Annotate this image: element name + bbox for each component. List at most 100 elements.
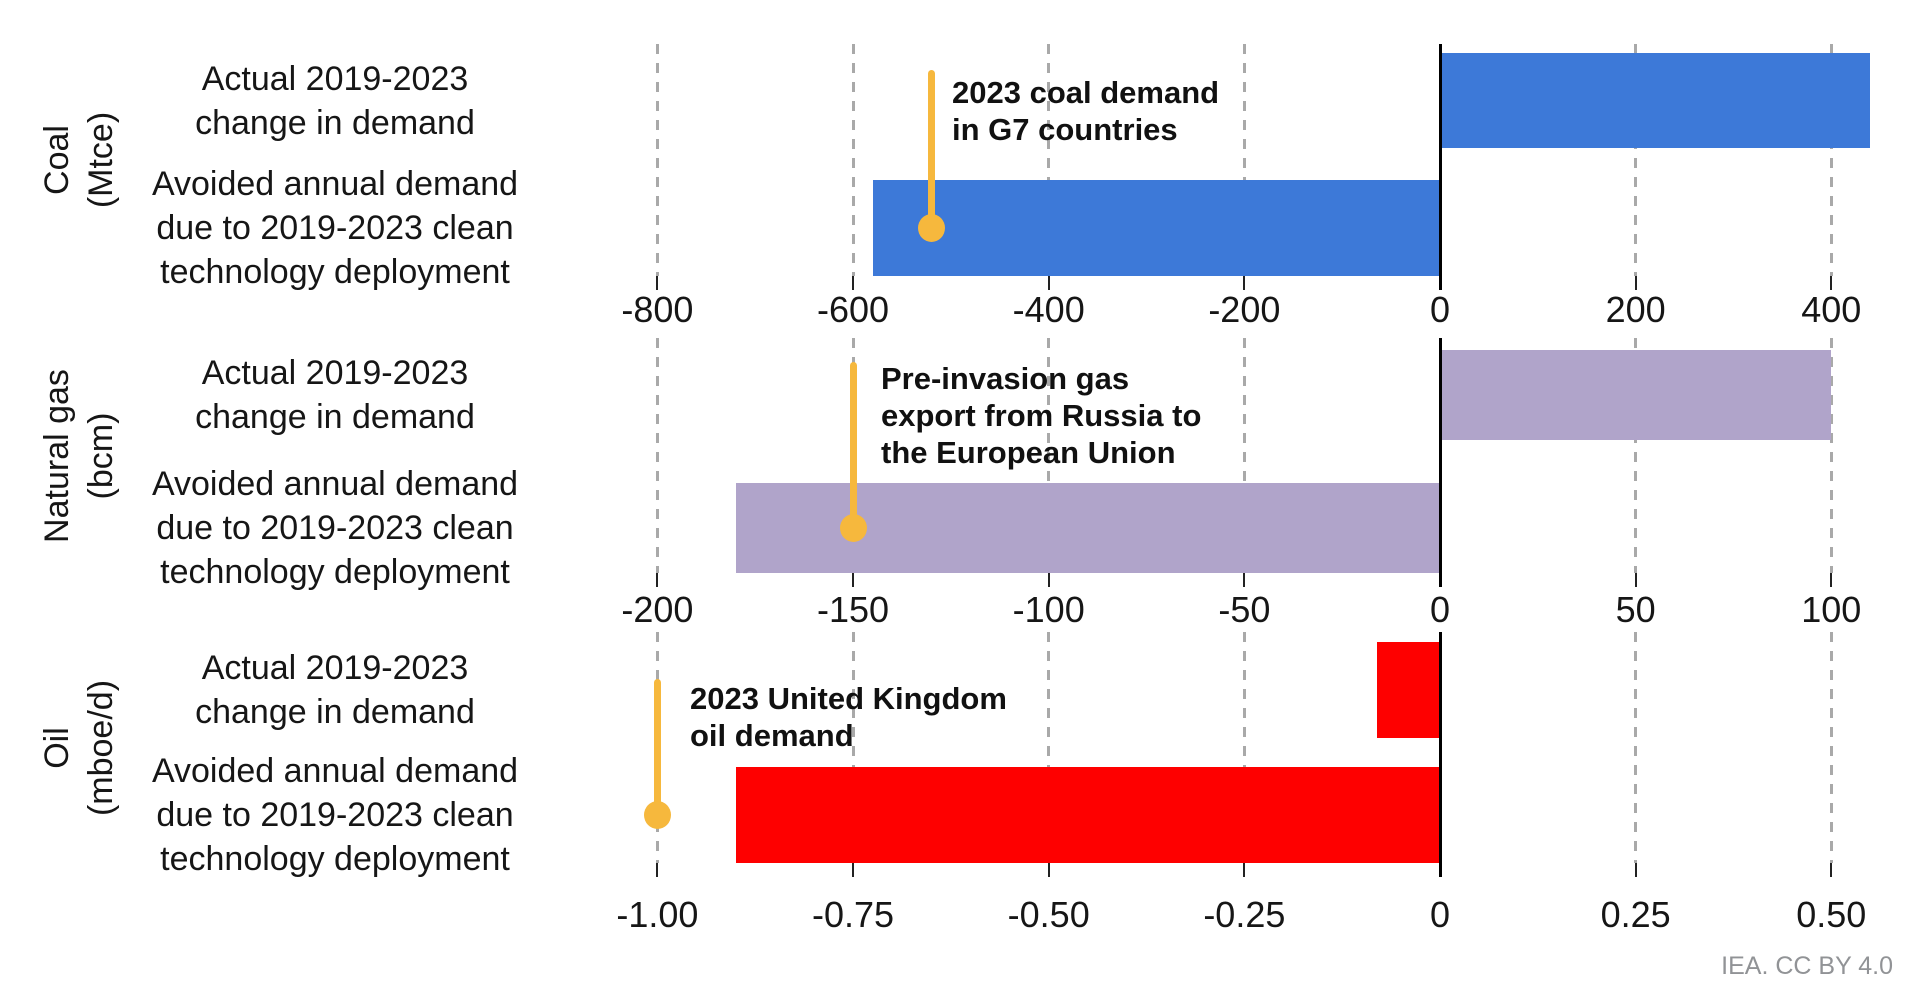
group-label-line: Oil — [38, 726, 76, 769]
gridline — [1242, 44, 1246, 276]
tick-label: 100 — [1801, 589, 1862, 630]
tick-label: -0.75 — [812, 894, 895, 935]
row-label-line: Avoided annual demand — [151, 165, 519, 203]
tick-mark — [656, 276, 659, 290]
gridline — [1634, 632, 1638, 863]
bar-actual-change — [1377, 642, 1440, 738]
row-label-line: change in demand — [195, 103, 475, 142]
tick-mark — [1047, 863, 1050, 877]
tick-mark — [1634, 573, 1637, 587]
gridline — [1634, 44, 1638, 276]
row-label-line: due to 2019-2023 clean — [156, 796, 514, 834]
bar-avoided-demand — [872, 180, 1440, 276]
tick-label: 0 — [1429, 894, 1451, 935]
tick-label: -200 — [621, 589, 694, 630]
annotation-line: 2023 United Kingdom — [690, 681, 1007, 716]
row-label-line: due to 2019-2023 clean — [156, 509, 514, 547]
tick-label: -200 — [1208, 289, 1281, 330]
tick-label: 400 — [1801, 289, 1862, 330]
row-label-avoided: Avoided annual demand due to 2019-2023 cl… — [105, 749, 565, 881]
row-label-line: due to 2019-2023 clean — [156, 209, 514, 247]
row-label-line: Actual 2019-2023 — [201, 354, 469, 392]
zero-axis-line — [1438, 632, 1442, 877]
tick-label: -0.50 — [1007, 894, 1090, 935]
tick-label: 0 — [1429, 589, 1451, 630]
row-label-line: Avoided annual demand — [151, 465, 519, 503]
gridline — [1829, 44, 1833, 276]
gridline — [655, 338, 659, 573]
row-label-line: Actual 2019-2023 — [201, 59, 469, 98]
tick-mark — [1830, 276, 1833, 290]
row-label-line: technology deployment — [160, 840, 510, 878]
tick-label: -150 — [817, 589, 890, 630]
tick-label: 0.50 — [1796, 894, 1867, 935]
marker-dot — [839, 514, 867, 542]
gridline — [1047, 44, 1051, 276]
marker-stem — [653, 679, 661, 815]
zero-axis-line — [1438, 338, 1442, 587]
tick-label: -50 — [1218, 589, 1271, 630]
credit-attribution: IEA. CC BY 4.0 — [1721, 952, 1893, 980]
tick-label: -600 — [817, 289, 890, 330]
tick-mark — [1243, 863, 1246, 877]
bar-avoided-demand — [735, 767, 1440, 863]
gridline — [1242, 338, 1246, 573]
row-label-line: Avoided annual demand — [151, 752, 519, 790]
tick-label: -0.25 — [1203, 894, 1286, 935]
tick-label: -800 — [621, 289, 694, 330]
gridline — [851, 632, 855, 863]
gridline — [851, 44, 855, 276]
annotation-line: Pre-invasion gas — [881, 361, 1130, 396]
row-label-actual: Actual 2019-2023 change in demand — [105, 351, 565, 439]
gridline — [1047, 338, 1051, 573]
marker-stem — [927, 70, 935, 228]
marker-annotation: 2023 United Kingdom oil demand — [690, 680, 1007, 754]
marker-annotation: 2023 coal demand in G7 countries — [952, 74, 1219, 148]
bar-actual-change — [1440, 53, 1871, 148]
zero-axis-line — [1438, 44, 1442, 290]
gridline — [1047, 632, 1051, 863]
gridline — [1242, 632, 1246, 863]
tick-mark — [1634, 863, 1637, 877]
marker-annotation: Pre-invasion gas export from Russia to the… — [881, 360, 1201, 471]
tick-mark — [1830, 863, 1833, 877]
tick-label: 50 — [1615, 589, 1656, 630]
tick-label: -100 — [1012, 589, 1085, 630]
tick-mark — [852, 863, 855, 877]
tick-label: -1.00 — [616, 894, 699, 935]
tick-mark — [852, 276, 855, 290]
row-label-line: change in demand — [195, 693, 475, 731]
annotation-line: 2023 coal demand — [952, 75, 1220, 110]
marker-dot — [917, 214, 945, 242]
tick-mark — [1047, 573, 1050, 587]
tick-mark — [1634, 276, 1637, 290]
marker-stem — [849, 362, 857, 528]
gridline — [1829, 632, 1833, 863]
gridline — [1634, 338, 1638, 573]
tick-mark — [852, 573, 855, 587]
row-label-line: change in demand — [195, 398, 475, 436]
tick-label: -400 — [1012, 289, 1085, 330]
row-label-line: Actual 2019-2023 — [201, 649, 469, 687]
row-label-avoided: Avoided annual demand due to 2019-2023 cl… — [105, 462, 565, 594]
annotation-line: export from Russia to — [881, 398, 1202, 433]
marker-dot — [643, 801, 671, 829]
tick-mark — [1047, 276, 1050, 290]
tick-label: 200 — [1605, 289, 1666, 330]
row-label-line: technology deployment — [160, 553, 510, 591]
row-label-avoided: Avoided annual demand due to 2019-2023 cl… — [105, 162, 565, 294]
annotation-line: in G7 countries — [952, 112, 1178, 147]
tick-mark — [1243, 276, 1246, 290]
annotation-line: oil demand — [690, 718, 854, 753]
tick-mark — [1243, 573, 1246, 587]
bar-actual-change — [1440, 350, 1832, 440]
annotation-line: the European Union — [881, 435, 1176, 470]
tick-mark — [656, 573, 659, 587]
tick-label: 0 — [1429, 289, 1451, 330]
row-label-line: technology deployment — [160, 253, 510, 291]
